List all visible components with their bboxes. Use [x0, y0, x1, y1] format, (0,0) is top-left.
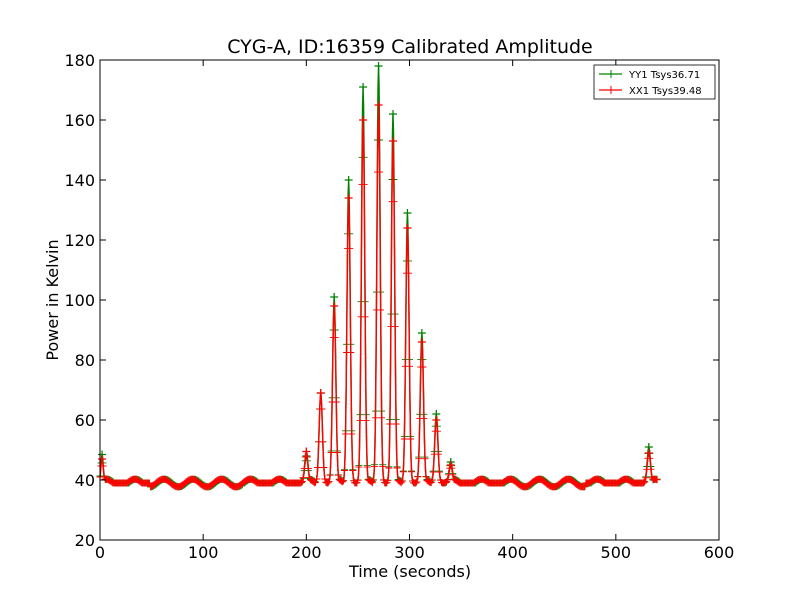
legend-label-xx1: XX1 Tsys39.48 [629, 86, 702, 97]
peak-point [644, 449, 653, 457]
peak-point [98, 455, 107, 463]
y-axis-label: Power in Kelvin [43, 239, 62, 360]
peak-point [374, 62, 383, 70]
peak-point [374, 101, 383, 109]
peak-point [302, 447, 311, 456]
y-tick-label: 80 [75, 351, 95, 370]
axes: 0 100 200 300 400 500 600 20 40 60 80 100 120 140 160 1… [64, 51, 734, 562]
x-tick-label: 500 [601, 543, 632, 562]
legend-box [593, 64, 716, 100]
peak-point [417, 338, 426, 346]
x-tick-label: 300 [394, 543, 425, 562]
x-tick-label: 0 [95, 543, 105, 562]
y-tick-label: 40 [75, 471, 95, 490]
y-tick-label: 120 [64, 231, 95, 250]
x-tick-label: 200 [291, 543, 322, 562]
series-xx1 [96, 101, 661, 491]
legend: YY1 Tsys36.71 XX1 Tsys39.48 [593, 64, 716, 100]
x-axis-label: Time (seconds) [348, 562, 471, 581]
peak-point [388, 137, 397, 145]
y-tick-label: 60 [75, 411, 95, 430]
peak-point [330, 302, 339, 310]
peak-point [359, 116, 368, 124]
peak-point [403, 209, 412, 217]
x-tick-label: 600 [704, 543, 735, 562]
legend-label-yy1: YY1 Tsys36.71 [628, 70, 700, 81]
peak-point [388, 110, 397, 118]
peak-point [359, 83, 368, 91]
peak-point [344, 194, 353, 202]
y-tick-label: 160 [64, 111, 95, 130]
peak-point [446, 461, 455, 469]
y-tick-label: 140 [64, 171, 95, 190]
y-tick-label: 100 [64, 291, 95, 310]
peak-point [432, 416, 441, 424]
y-tick-label: 20 [75, 531, 95, 550]
x-tick-label: 100 [188, 543, 219, 562]
plot-content [96, 62, 661, 491]
y-tick-label: 180 [64, 51, 95, 70]
chart-title: CYG-A, ID:16359 Calibrated Amplitude [227, 36, 592, 58]
legend-marker-xx1 [607, 86, 615, 94]
peak-point [417, 329, 426, 337]
peak-point [403, 224, 412, 232]
legend-marker-yy1 [607, 70, 615, 78]
x-tick-label: 400 [497, 543, 528, 562]
peak-point [316, 389, 325, 397]
peak-point [344, 176, 353, 184]
peak-point [330, 293, 339, 301]
